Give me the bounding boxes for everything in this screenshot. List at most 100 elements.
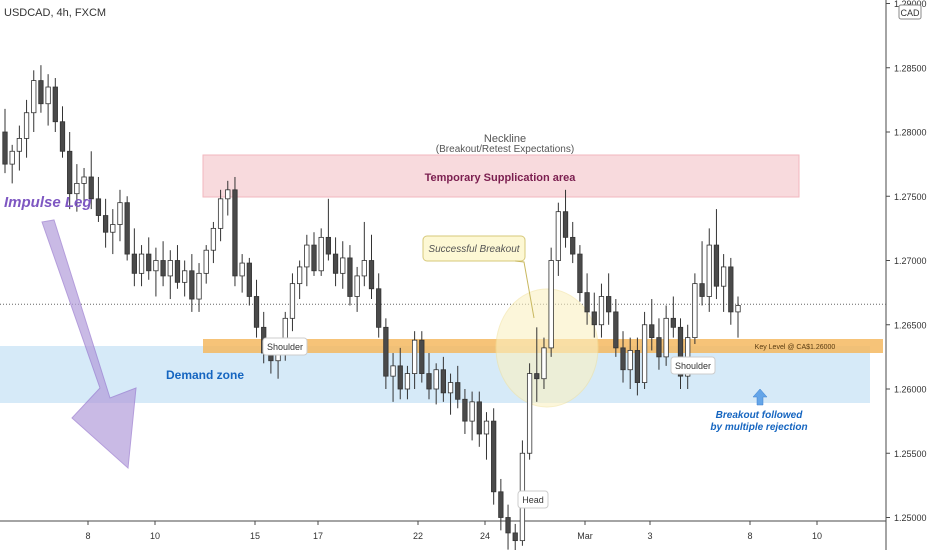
time-tick-label: 8 (747, 531, 752, 541)
candle-body (67, 150, 73, 195)
breakout-callout-text: Successful Breakout (428, 244, 520, 255)
rejection-note-line1: Breakout followed (716, 410, 804, 421)
candle-body (59, 121, 66, 152)
candle-body (297, 266, 303, 285)
candle-body (677, 326, 684, 377)
candle-body (189, 270, 195, 300)
time-tick-label: 8 (85, 531, 90, 541)
candle-body (210, 227, 217, 251)
candle-body (23, 112, 30, 139)
candle-body (383, 326, 389, 377)
candle-body (541, 347, 547, 380)
time-tick-label: 10 (150, 531, 160, 541)
candle-body (340, 257, 346, 274)
rejection-note-line2: by multiple rejection (710, 422, 807, 433)
candle-body (318, 236, 324, 272)
candle-body (455, 382, 461, 400)
candle-body (720, 266, 727, 287)
candle-body (735, 305, 741, 313)
time-axis-ticks: 8 10 15 17 22 24 Mar 3 8 10 (85, 521, 822, 541)
candle-body (469, 401, 475, 422)
time-tick-label: 24 (480, 531, 490, 541)
candle-body (131, 253, 137, 274)
candle-body (74, 182, 80, 195)
candle-body (692, 283, 698, 339)
candle-body (426, 373, 432, 390)
currency-badge[interactable]: CAD (898, 4, 922, 20)
right-shoulder-label: Shoulder (670, 356, 716, 375)
candle-body (411, 339, 418, 374)
candle-body (627, 350, 633, 371)
candle-body (562, 211, 569, 238)
candle-body (31, 80, 37, 114)
demand-zone-label: Demand zone (166, 368, 244, 382)
right-shoulder-text: Shoulder (675, 361, 711, 371)
candle-body (361, 260, 367, 277)
candle-body (699, 283, 705, 297)
candle-body (447, 382, 454, 394)
candle-body (95, 198, 102, 216)
candle-body (498, 491, 504, 518)
price-tick-label: 1.25000 (894, 513, 927, 523)
price-tick-label: 1.26500 (894, 320, 927, 330)
candle-body (117, 202, 123, 225)
candle-body (167, 260, 173, 277)
time-tick-label: 17 (313, 531, 323, 541)
time-tick-label: 10 (812, 531, 822, 541)
currency-badge-text: CAD (900, 8, 920, 18)
key-level-label: Key Level @ CA$1.26000 (755, 344, 836, 351)
price-axis-panel[interactable] (886, 0, 932, 550)
candle-body (311, 244, 317, 272)
candle-body (505, 517, 511, 534)
candle-body (289, 283, 296, 319)
candle-body (2, 131, 8, 165)
candle-body (246, 262, 252, 297)
candle-body (663, 317, 669, 358)
up-arrow-icon (752, 388, 768, 406)
time-tick-label: 3 (647, 531, 652, 541)
candle-body (634, 350, 641, 383)
candle-body (577, 253, 583, 294)
neckline-title: Neckline (484, 133, 526, 145)
candle-body (45, 86, 51, 105)
candle-body (613, 311, 619, 349)
candle-body (325, 236, 332, 255)
candle-body (649, 324, 655, 338)
time-tick-label: 15 (250, 531, 260, 541)
candle-body (239, 262, 245, 277)
candle-body (598, 296, 605, 326)
candle-body (174, 260, 181, 283)
candle-body (217, 198, 224, 229)
supply-zone-label: Temporary Supplication area (425, 172, 577, 184)
supply-zone (202, 154, 800, 198)
candle-body (52, 86, 58, 123)
head-label: Head (517, 490, 549, 509)
candle-body (153, 260, 159, 272)
candle-body (591, 311, 597, 326)
price-tick-label: 1.27000 (894, 256, 927, 266)
candle-body (138, 253, 145, 274)
candle-body (476, 401, 482, 435)
candle-body (462, 398, 468, 422)
candle-body (713, 244, 720, 287)
candle-body (38, 80, 44, 105)
candle-body (182, 270, 188, 283)
candle-body (620, 347, 626, 371)
candle-body (304, 244, 310, 268)
candle-body (390, 365, 396, 377)
candle-body (584, 292, 590, 313)
candle-body (534, 373, 540, 380)
candle-body (404, 373, 411, 390)
candle-body (555, 211, 561, 261)
candle-body (656, 337, 662, 358)
candle-body (641, 324, 648, 383)
candle-body (160, 260, 166, 277)
candle-body (491, 420, 497, 493)
candle-body (88, 176, 94, 200)
candle-body (548, 260, 554, 349)
candle-body (433, 369, 439, 390)
candle-body (606, 296, 612, 313)
impulse-leg-label: Impulse Leg (4, 194, 92, 211)
